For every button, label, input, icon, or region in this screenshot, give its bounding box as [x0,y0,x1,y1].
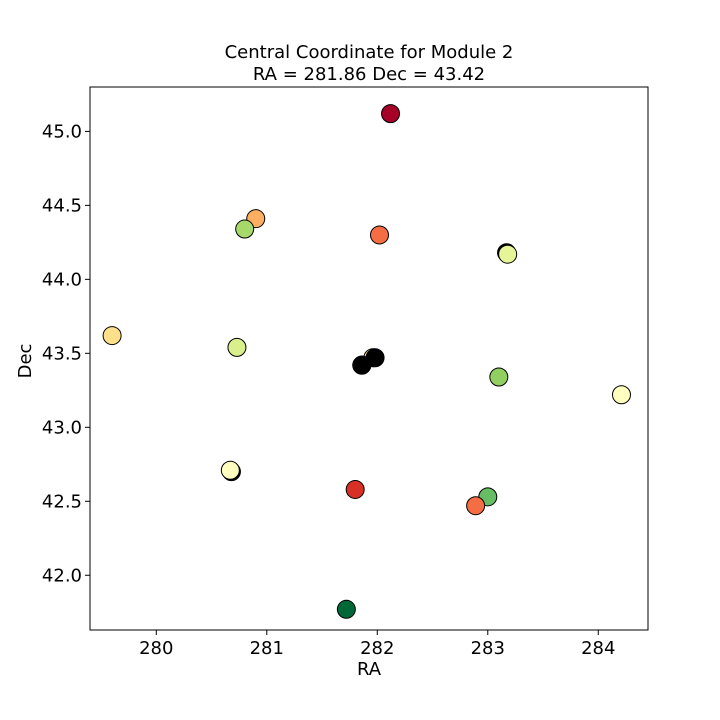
scatter-point [227,337,247,357]
scatter-point [611,385,631,405]
y-axis-label: Dec [15,344,36,379]
scatter-point [489,367,509,387]
y-tick-label: 43.5 [42,343,82,364]
scatter-point [220,460,240,480]
chart-title-line1: Central Coordinate for Module 2 [225,42,514,63]
scatter-point [345,479,365,499]
x-tick-label: 281 [250,638,284,659]
scatter-point [235,219,255,239]
scatter-point [466,496,486,516]
scatter-point [381,104,401,124]
plot-area-frame [89,86,649,631]
y-tick-label: 42.0 [42,565,82,586]
x-tick-label: 284 [581,638,615,659]
x-tick-label: 283 [471,638,505,659]
scatter-point [352,355,372,375]
x-tick-label: 282 [360,638,394,659]
scatter-point [369,225,389,245]
y-tick-label: 43.0 [42,417,82,438]
y-tick-label: 45.0 [42,121,82,142]
scatter-point [336,599,356,619]
chart-title-line2: RA = 281.86 Dec = 43.42 [253,64,485,85]
x-tick-label: 280 [139,638,173,659]
scatter-point [102,326,122,346]
x-axis-label: RA [357,659,382,680]
y-tick-label: 44.0 [42,269,82,290]
y-tick-label: 44.5 [42,195,82,216]
axis-ticks: 280 281 282 283 284 42.0 42.5 43.0 43.5 44.0 44.5 4… [42,121,616,659]
data-points [102,104,631,619]
scatter-point [498,244,518,264]
y-tick-label: 42.5 [42,491,82,512]
